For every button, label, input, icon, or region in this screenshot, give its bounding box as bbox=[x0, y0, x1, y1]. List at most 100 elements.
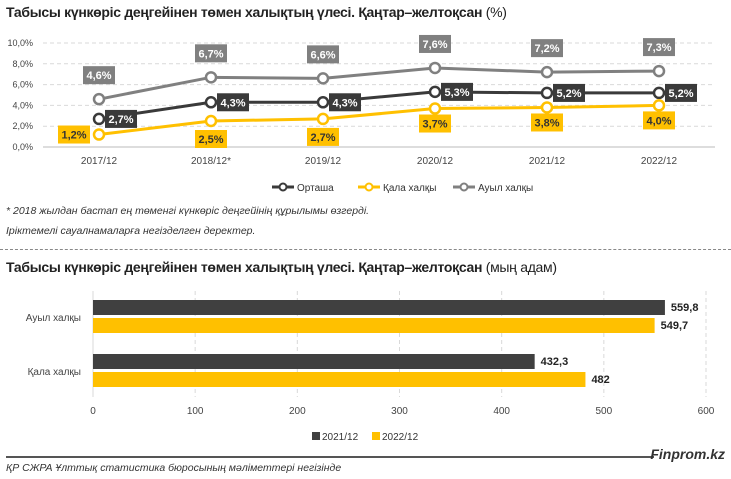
data-label-box bbox=[195, 130, 227, 148]
data-label: 1,2% bbox=[61, 130, 86, 142]
bar bbox=[93, 372, 586, 387]
data-point bbox=[652, 99, 666, 112]
x-tick-label: 600 bbox=[698, 406, 715, 417]
data-point bbox=[204, 96, 218, 109]
data-label: 7,6% bbox=[422, 39, 447, 51]
bar bbox=[93, 300, 665, 315]
bar bbox=[93, 354, 535, 369]
bar-chart-title: Табысы күнкөріс деңгейінен төмен халықты… bbox=[6, 259, 557, 275]
data-label-box bbox=[329, 93, 361, 112]
bar-value-label: 482 bbox=[591, 374, 609, 386]
legend-label: 2021/12 bbox=[322, 432, 359, 443]
y-tick-label: 6,0% bbox=[12, 80, 33, 90]
data-label: 6,7% bbox=[198, 48, 223, 60]
bar-value-label: 549,7 bbox=[661, 320, 689, 332]
line-chart-title-text: Табысы күнкөріс деңгейінен төмен халықты… bbox=[6, 4, 483, 20]
x-tick-label: 2021/12 bbox=[529, 156, 566, 167]
data-label-box bbox=[643, 111, 675, 130]
data-label-box bbox=[307, 45, 339, 64]
data-label-box bbox=[531, 39, 563, 58]
data-label-box bbox=[58, 125, 90, 144]
data-label-box bbox=[83, 66, 115, 85]
bar-chart-title-unit: (мың адам) bbox=[485, 259, 557, 275]
data-point bbox=[428, 61, 442, 75]
y-tick-label: 2,0% bbox=[12, 121, 33, 131]
data-point bbox=[316, 96, 330, 109]
data-label: 2,7% bbox=[310, 132, 335, 144]
data-point bbox=[540, 101, 554, 114]
data-label: 7,2% bbox=[534, 43, 559, 55]
y-tick-label: 0,0% bbox=[12, 142, 33, 152]
x-tick-label: 100 bbox=[187, 406, 204, 417]
data-point bbox=[92, 92, 106, 106]
x-tick-label: 200 bbox=[289, 406, 306, 417]
data-point bbox=[652, 64, 666, 78]
legend-label: Ауыл халқы bbox=[478, 183, 533, 194]
data-point bbox=[652, 86, 666, 100]
data-label-box bbox=[419, 114, 451, 133]
series-line-1 bbox=[98, 103, 660, 137]
x-tick-label: 2022/12 bbox=[641, 156, 678, 167]
legend-marker bbox=[364, 182, 374, 192]
footer-rule bbox=[6, 456, 654, 458]
y-tick-label: 10,0% bbox=[7, 38, 33, 48]
category-label: Қала халқы bbox=[28, 367, 81, 378]
line-chart-title: Табысы күнкөріс деңгейінен төмен халықты… bbox=[6, 4, 507, 20]
sample-note: Іріктемелі сауалнамаларға негізделген де… bbox=[6, 225, 256, 237]
data-label: 5,2% bbox=[556, 88, 581, 100]
data-label-box bbox=[195, 44, 227, 63]
brand-logo: Finprom.kz bbox=[650, 446, 725, 462]
data-label: 3,7% bbox=[422, 119, 447, 131]
data-label: 5,3% bbox=[444, 87, 469, 99]
data-label: 6,6% bbox=[310, 49, 335, 61]
data-point bbox=[316, 72, 330, 85]
data-label-box bbox=[105, 109, 137, 128]
data-label-box bbox=[553, 83, 585, 102]
data-label-box bbox=[643, 38, 675, 57]
data-label: 4,0% bbox=[646, 115, 671, 127]
data-label-box bbox=[441, 82, 473, 101]
x-tick-label: 400 bbox=[493, 406, 510, 417]
data-label: 5,2% bbox=[668, 88, 693, 100]
legend-marker bbox=[278, 182, 288, 192]
x-tick-label: 2017/12 bbox=[81, 156, 118, 167]
data-label-box bbox=[217, 93, 249, 112]
data-point bbox=[204, 114, 218, 128]
data-label-box bbox=[307, 127, 339, 146]
line-chart: 0,0% 2,0% 4,0% 6,0% 8,0% 10,0% 2017/12 2018/12*… bbox=[7, 34, 715, 194]
line-chart-title-unit: (%) bbox=[485, 4, 507, 20]
data-point bbox=[428, 102, 442, 115]
data-label-box bbox=[665, 83, 697, 102]
data-point bbox=[316, 112, 330, 126]
legend-swatch bbox=[372, 432, 380, 440]
bar-chart-title-text: Табысы күнкөріс деңгейінен төмен халықты… bbox=[6, 259, 483, 275]
bar-value-label: 559,8 bbox=[671, 302, 699, 314]
data-label: 4,3% bbox=[220, 97, 245, 109]
x-tick-label: 2019/12 bbox=[305, 156, 342, 167]
data-label: 3,8% bbox=[534, 117, 559, 129]
footnote: * 2018 жылдан бастап ең төменгі күнкөріс… bbox=[6, 205, 370, 217]
x-tick-label: 300 bbox=[391, 406, 408, 417]
category-label: Ауыл халқы bbox=[26, 313, 81, 324]
legend-label: 2022/12 bbox=[382, 432, 419, 443]
source-note: ҚР СЖРА Ұлттық статистика бюросының мәлі… bbox=[6, 462, 342, 474]
data-point bbox=[540, 65, 554, 79]
data-point bbox=[540, 86, 554, 100]
data-point bbox=[204, 71, 218, 84]
data-point bbox=[92, 112, 106, 126]
data-label-box bbox=[419, 34, 451, 53]
data-point bbox=[92, 128, 106, 141]
legend-swatch bbox=[312, 432, 320, 440]
legend-label: Орташа bbox=[297, 183, 334, 194]
x-tick-label: 0 bbox=[90, 406, 96, 417]
data-label: 4,6% bbox=[86, 70, 111, 82]
section-divider bbox=[0, 249, 731, 250]
x-tick-label: 2020/12 bbox=[417, 156, 454, 167]
y-tick-label: 4,0% bbox=[12, 100, 33, 110]
bar bbox=[93, 318, 655, 333]
y-tick-label: 8,0% bbox=[12, 59, 33, 69]
series-line-2 bbox=[98, 66, 660, 101]
x-tick-label: 2018/12* bbox=[191, 156, 231, 167]
bar-value-label: 432,3 bbox=[541, 356, 569, 368]
data-label-box bbox=[531, 113, 563, 132]
